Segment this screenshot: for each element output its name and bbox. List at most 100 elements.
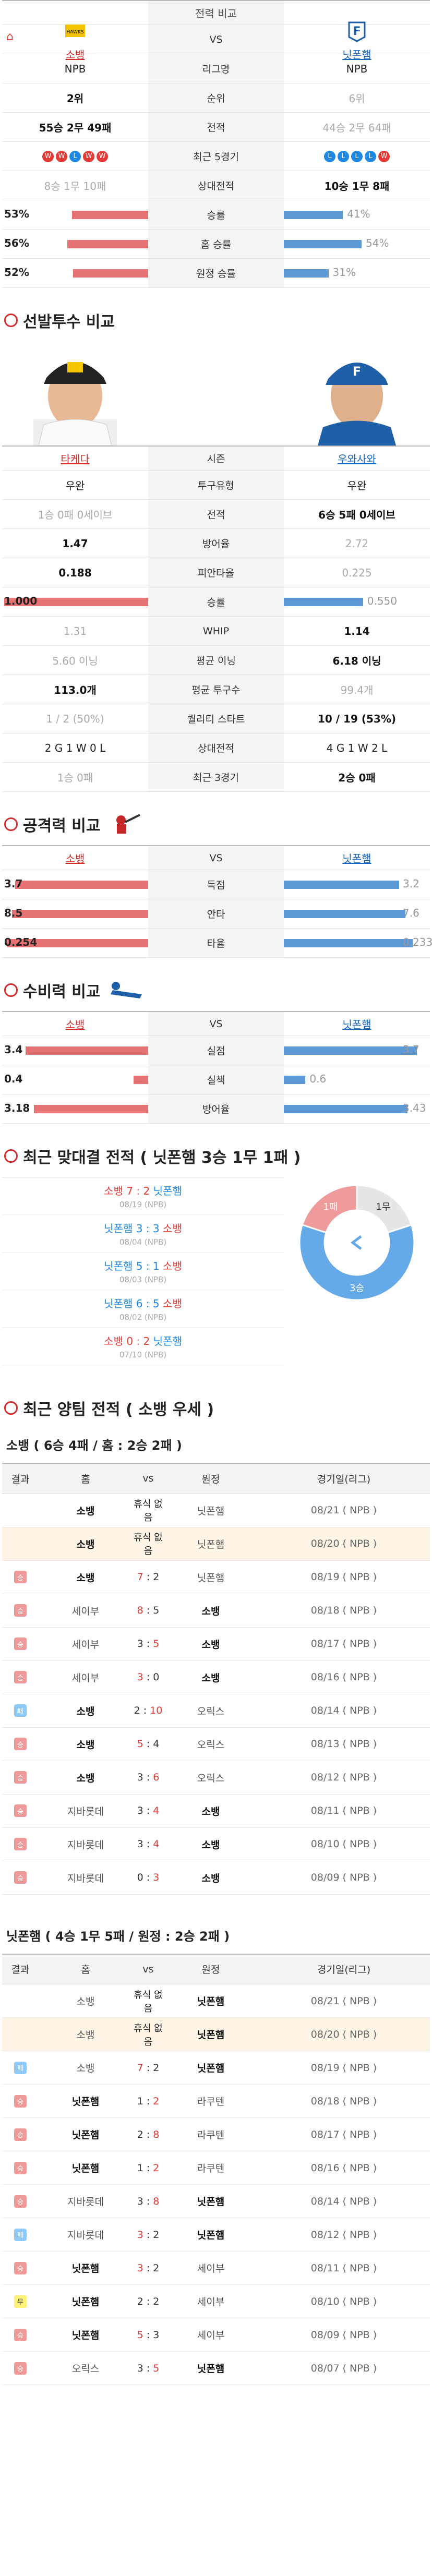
- recent-match[interactable]: 닛폰햄 3 : 3 소뱅 08/04 (NPB): [2, 1215, 284, 1253]
- away-pitcher-name[interactable]: 우와사와: [338, 453, 376, 465]
- defense-away-team[interactable]: 닛폰햄: [342, 1018, 371, 1031]
- compare-row: 1승 0패 0세이브 전적 6승 5패 0세이브: [2, 500, 430, 529]
- defense-home-team[interactable]: 소뱅: [65, 1018, 85, 1031]
- date-cell: 08/14 ( NPB ): [258, 1694, 430, 1728]
- table-row[interactable]: 승 소뱅 3 : 6 오릭스 08/12 ( NPB ): [2, 1761, 430, 1795]
- home-bar-cell: 0.4: [2, 1065, 148, 1094]
- trend-section-title: 최근 양팀 전적 ( 소뱅 우세 ): [4, 1397, 430, 1419]
- result-badge: 승: [14, 1738, 27, 1750]
- table-row[interactable]: 무 닛폰햄 2 : 2 세이부 08/10 ( NPB ): [2, 2284, 430, 2318]
- away-bar: [284, 240, 362, 248]
- table-row[interactable]: 승 닛폰햄 1 : 2 라쿠텐 08/18 ( NPB ): [2, 2084, 430, 2118]
- table-row[interactable]: 승 지바롯데 3 : 4 소뱅 08/11 ( NPB ): [2, 1794, 430, 1828]
- away-bar: [284, 211, 343, 219]
- softbank-logo-icon: HAWKS: [61, 17, 90, 43]
- date-cell: 08/20 ( NPB ): [258, 2017, 430, 2051]
- score-cell: 3 : 0: [133, 1660, 164, 1694]
- away-score: 8: [153, 2128, 160, 2140]
- score-sep: :: [143, 1571, 153, 1583]
- home-team-cell: 소뱅: [39, 1560, 133, 1594]
- table-row[interactable]: 승 세이부 3 : 0 소뱅 08/16 ( NPB ): [2, 1660, 430, 1694]
- away-team[interactable]: F 닛폰햄: [284, 21, 430, 61]
- team2: 닛폰햄: [150, 1185, 182, 1197]
- score-sep: :: [143, 1638, 153, 1650]
- table-row[interactable]: 패 소뱅 2 : 10 오릭스 08/14 ( NPB ): [2, 1694, 430, 1728]
- result-badge: 승: [14, 1838, 27, 1850]
- away-bar-cell: 7.6: [284, 899, 430, 928]
- attack-section-title: 공격력 비교: [4, 813, 430, 836]
- result-cell: 승: [2, 1627, 39, 1661]
- row-label: 평균 투구수: [148, 675, 284, 704]
- result-badge: 승: [14, 2261, 27, 2274]
- home-bar: [134, 1076, 148, 1084]
- away-team-cell: 라쿠텐: [164, 2084, 258, 2118]
- away-score: 3: [153, 1872, 160, 1883]
- row-label: 실점: [148, 1036, 284, 1065]
- head-to-head-donut: 1패 1무 3승: [284, 1177, 430, 1365]
- home-bar: [4, 598, 148, 606]
- home-team-name[interactable]: 소뱅: [65, 49, 85, 61]
- table-row[interactable]: 승 닛폰햄 2 : 8 라쿠텐 08/17 ( NPB ): [2, 2117, 430, 2151]
- table-row[interactable]: 승 지바롯데 0 : 3 소뱅 08/09 ( NPB ): [2, 1861, 430, 1895]
- result-badge: 승: [14, 1604, 27, 1617]
- table-row[interactable]: 승 지바롯데 3 : 4 소뱅 08/10 ( NPB ): [2, 1827, 430, 1861]
- score-cell: 휴식 없음: [133, 1984, 164, 2018]
- table-row[interactable]: 승 오릭스 3 : 5 닛폰햄 08/07 ( NPB ): [2, 2351, 430, 2385]
- result-badge: 승: [14, 2128, 27, 2141]
- form-badge: L: [338, 150, 349, 162]
- result-badge: 승: [14, 1638, 27, 1650]
- table-row[interactable]: 승 닛폰햄 5 : 3 세이부 08/09 ( NPB ): [2, 2318, 430, 2352]
- table-row[interactable]: 소뱅 휴식 없음 닛폰햄 08/21 ( NPB ): [2, 1494, 430, 1527]
- score: 7 : 2: [126, 1185, 150, 1197]
- table-row[interactable]: 패 지바롯데 3 : 2 닛폰햄 08/12 ( NPB ): [2, 2218, 430, 2252]
- table-row[interactable]: 승 소뱅 5 : 4 오릭스 08/13 ( NPB ): [2, 1727, 430, 1761]
- score-sep: :: [143, 2329, 153, 2341]
- table-row[interactable]: 승 소뱅 7 : 2 닛폰햄 08/19 ( NPB ): [2, 1560, 430, 1594]
- attack-away-team[interactable]: 닛폰햄: [342, 852, 371, 865]
- result-cell: [2, 1494, 39, 1527]
- section-bullet-icon: [4, 1401, 18, 1415]
- table-row[interactable]: 패 소뱅 7 : 2 닛폰햄 08/19 ( NPB ): [2, 2051, 430, 2085]
- recent-match[interactable]: 닛폰햄 6 : 5 소뱅 08/02 (NPB): [2, 1290, 284, 1328]
- table-row[interactable]: 승 닛폰햄 3 : 2 세이부 08/11 ( NPB ): [2, 2251, 430, 2285]
- away-bar-value: 0.233: [403, 936, 432, 948]
- table-row[interactable]: 소뱅 휴식 없음 닛폰햄 08/20 ( NPB ): [2, 2017, 430, 2051]
- table-row[interactable]: 승 세이부 3 : 5 소뱅 08/17 ( NPB ): [2, 1627, 430, 1661]
- attack-home-team[interactable]: 소뱅: [65, 852, 85, 865]
- away-bar-value: 31%: [332, 266, 356, 279]
- recent-match[interactable]: 소뱅 0 : 2 닛폰햄 07/10 (NPB): [2, 1328, 284, 1365]
- row-label: 원정 승률: [148, 259, 284, 287]
- table-row[interactable]: 승 닛폰햄 1 : 2 라쿠텐 08/16 ( NPB ): [2, 2151, 430, 2185]
- row-label: 퀄리티 스타트: [148, 704, 284, 733]
- away-bar: [284, 1076, 306, 1084]
- table-row[interactable]: 소뱅 휴식 없음 닛폰햄 08/21 ( NPB ): [2, 1984, 430, 2018]
- home-pitcher-name[interactable]: 타케다: [61, 453, 90, 465]
- result-cell: 승: [2, 1660, 39, 1694]
- home-bar-value: 0.4: [4, 1073, 23, 1085]
- away-team-name[interactable]: 닛폰햄: [342, 49, 371, 61]
- row-label: 리그명: [148, 54, 284, 83]
- chevron-left-icon[interactable]: [350, 1235, 362, 1250]
- svg-text:HAWKS: HAWKS: [67, 30, 84, 35]
- away-bar-value: 0.550: [367, 595, 398, 607]
- pitcher-compare-table: 타케다 시즌 우와사와 우완 투구유형 우완 1승 0패 0세이브 전적 6승 5패 0세…: [2, 446, 430, 792]
- defense-compare-table: 소뱅 VS 닛폰햄 3.4 실점 3.7 0.4 실책 0.6 3.18 방어율 3.43: [2, 1011, 430, 1124]
- season-label: 시즌: [148, 447, 284, 470]
- away-bar-cell: 0.550: [284, 587, 430, 616]
- home-value: 0.188: [58, 566, 92, 579]
- away-score: 2: [153, 2295, 160, 2307]
- recent-match[interactable]: 소뱅 7 : 2 닛폰햄 08/19 (NPB): [2, 1177, 284, 1215]
- away-team-cell: 닛폰햄: [164, 2051, 258, 2085]
- table-row[interactable]: 승 지바롯데 3 : 8 닛폰햄 08/14 ( NPB ): [2, 2184, 430, 2218]
- home-team[interactable]: ⌂ HAWKS 소뱅: [2, 25, 148, 61]
- recent-score: 소뱅 0 : 2 닛폰햄: [104, 1333, 182, 1348]
- table-row[interactable]: 소뱅 휴식 없음 닛폰햄 08/20 ( NPB ): [2, 1527, 430, 1561]
- result-cell: 승: [2, 1861, 39, 1895]
- compare-row: 1.31 WHIP 1.14: [2, 617, 430, 646]
- compare-row: 2위 순위 6위: [2, 83, 430, 113]
- recent-match[interactable]: 닛폰햄 5 : 1 소뱅 08/03 (NPB): [2, 1253, 284, 1290]
- table-row[interactable]: 승 세이부 8 : 5 소뱅 08/18 ( NPB ): [2, 1594, 430, 1628]
- date-cell: 08/11 ( NPB ): [258, 1794, 430, 1828]
- row-label: 투구유형: [148, 471, 284, 499]
- result-badge: 승: [14, 2328, 27, 2341]
